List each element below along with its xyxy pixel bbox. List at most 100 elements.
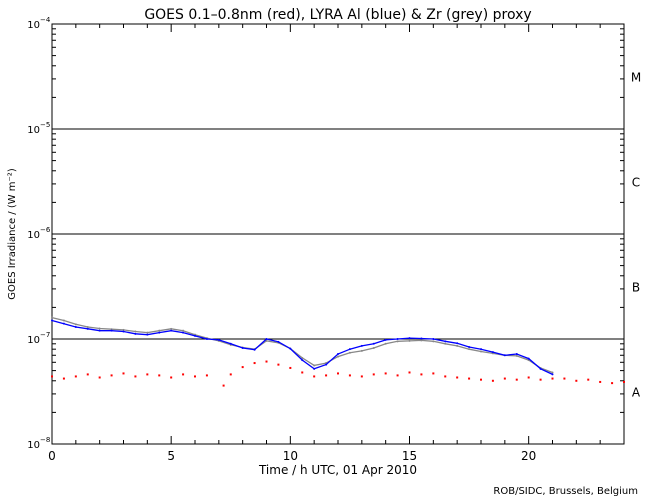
series-point xyxy=(146,331,149,334)
series-point xyxy=(420,337,423,340)
series-point xyxy=(182,329,185,332)
goes-point xyxy=(444,375,447,378)
goes-point xyxy=(432,372,435,375)
goes-point xyxy=(337,372,339,375)
goes-point xyxy=(134,375,137,378)
series-point xyxy=(241,347,244,350)
goes-point xyxy=(480,378,482,381)
goes-point xyxy=(205,374,208,377)
series-point xyxy=(134,330,137,333)
series-point xyxy=(480,350,482,353)
y-tick-label: 10 xyxy=(27,440,40,451)
series-point xyxy=(372,342,375,345)
series-point xyxy=(301,356,304,359)
series-point xyxy=(74,326,77,329)
y-tick-exponent: −6 xyxy=(40,226,51,234)
data-series xyxy=(51,316,625,387)
series-point xyxy=(122,328,125,331)
credit-text: ROB/SIDC, Brussels, Belgium xyxy=(493,486,638,497)
series-point xyxy=(337,352,339,355)
flare-class-label: M xyxy=(631,71,641,85)
flare-class-label: A xyxy=(632,386,641,400)
goes-point xyxy=(396,374,399,377)
series-point xyxy=(384,338,387,341)
goes-point xyxy=(360,375,363,378)
x-axis-ticks: 0 5 10 15 20 xyxy=(48,24,625,463)
y-tick-label: 10 xyxy=(27,230,40,241)
series-point xyxy=(456,342,459,345)
goes-point xyxy=(241,366,244,369)
series-point xyxy=(182,331,185,334)
series-point xyxy=(527,357,530,360)
series-point xyxy=(313,367,316,370)
series-point xyxy=(468,345,471,348)
series-point xyxy=(384,342,387,345)
goes-point xyxy=(372,373,375,376)
goes-point xyxy=(229,373,232,376)
goes-point xyxy=(98,376,101,379)
series-point xyxy=(158,331,161,334)
series-point xyxy=(134,332,137,335)
series-point xyxy=(98,327,101,330)
series-point xyxy=(337,355,339,358)
goes-point xyxy=(51,375,53,378)
series-point xyxy=(503,354,506,357)
goes-point xyxy=(539,378,542,381)
goes-point xyxy=(253,362,256,365)
goes-point xyxy=(194,375,196,378)
series-point xyxy=(62,319,65,322)
series-point xyxy=(396,340,399,343)
goes-point xyxy=(503,377,506,380)
y-tick-exponent: −4 xyxy=(40,16,51,24)
goes-point xyxy=(289,366,292,369)
series-point xyxy=(62,322,65,325)
series-point xyxy=(146,333,149,336)
goes-point xyxy=(313,375,316,378)
goes-point xyxy=(86,373,89,376)
goes-point xyxy=(62,377,65,380)
goes-point xyxy=(491,379,494,382)
series-point xyxy=(110,329,113,332)
series-point xyxy=(551,371,554,374)
series-point xyxy=(253,348,256,351)
goes-point xyxy=(611,382,614,385)
y-axis-label: GOES Irradiance / (W m⁻²) xyxy=(7,168,18,300)
x-tick-label: 15 xyxy=(402,449,417,463)
series-point xyxy=(551,373,554,376)
goes-point xyxy=(408,371,411,374)
series-point xyxy=(372,347,375,350)
flare-class-lines xyxy=(52,128,624,340)
series-point xyxy=(277,340,280,343)
series-point xyxy=(86,326,89,329)
y-tick-exponent: −8 xyxy=(40,436,50,444)
goes-point xyxy=(110,374,113,377)
goes-point xyxy=(182,373,185,376)
flare-class-labels: A B C M xyxy=(631,71,641,400)
x-tick-label: 20 xyxy=(521,449,536,463)
x-tick-label: 0 xyxy=(48,449,56,463)
goes-point xyxy=(515,378,518,381)
series-point xyxy=(217,338,220,341)
series-point xyxy=(360,349,363,352)
series-point xyxy=(480,348,482,351)
goes-point xyxy=(420,373,423,376)
series-point xyxy=(408,337,411,340)
y-axis-ticks: 10−810−710−610−510−4 xyxy=(27,16,624,451)
series-point xyxy=(51,316,53,319)
goes-point xyxy=(301,371,304,374)
goes-point xyxy=(277,363,280,366)
series-point xyxy=(515,352,518,355)
goes-point xyxy=(563,377,566,380)
goes-point xyxy=(158,374,161,377)
series-point xyxy=(396,338,399,340)
y-tick-label: 10 xyxy=(27,20,40,31)
series-point xyxy=(348,351,351,354)
goes-point xyxy=(587,378,590,381)
goes-point xyxy=(599,380,602,383)
series-point xyxy=(456,344,459,347)
goes-point xyxy=(325,374,328,377)
flare-class-label: B xyxy=(632,281,640,295)
series-point xyxy=(432,340,435,343)
series-point xyxy=(74,323,77,326)
